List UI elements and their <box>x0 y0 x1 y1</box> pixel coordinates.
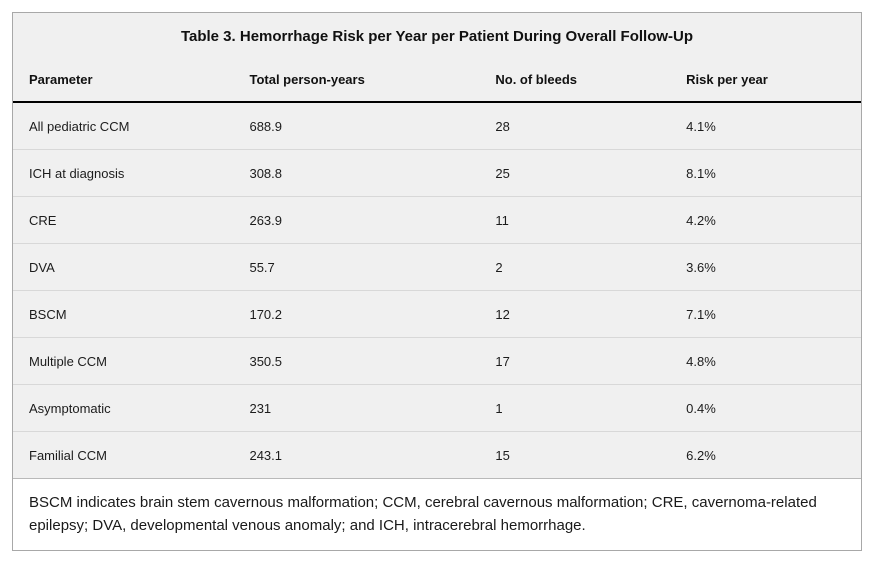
table-row: Familial CCM 243.1 15 6.2% <box>13 431 861 478</box>
cell-parameter: DVA <box>29 259 55 275</box>
cell-person-years: 350.5 <box>249 353 283 369</box>
column-header-risk-per-year: Risk per year <box>686 72 768 87</box>
cell-bleeds: 25 <box>495 165 510 181</box>
cell-parameter: BSCM <box>29 306 67 322</box>
table-row: DVA 55.7 2 3.6% <box>13 243 861 290</box>
cell-bleeds: 15 <box>495 447 510 463</box>
table-row: All pediatric CCM 688.9 28 4.1% <box>13 103 861 149</box>
cell-parameter: Familial CCM <box>29 447 107 463</box>
cell-person-years: 263.9 <box>249 212 283 228</box>
table-caption: Table 3. Hemorrhage Risk per Year per Pa… <box>180 28 694 45</box>
table-row: CRE 263.9 11 4.2% <box>13 196 861 243</box>
cell-risk: 0.4% <box>686 400 716 416</box>
cell-risk: 8.1% <box>686 165 716 181</box>
cell-person-years: 55.7 <box>249 259 275 275</box>
cell-risk: 6.2% <box>686 447 716 463</box>
cell-bleeds: 28 <box>495 118 510 134</box>
table-footnote: BSCM indicates brain stem cavernous malf… <box>13 478 861 550</box>
cell-parameter: Multiple CCM <box>29 353 108 369</box>
table-row: Multiple CCM 350.5 17 4.8% <box>13 337 861 384</box>
column-header-no-of-bleeds: No. of bleeds <box>495 72 577 87</box>
cell-risk: 7.1% <box>686 306 716 322</box>
cell-bleeds: 17 <box>495 353 510 369</box>
cell-person-years: 688.9 <box>249 118 283 134</box>
cell-person-years: 308.8 <box>249 165 283 181</box>
cell-risk: 3.6% <box>686 259 716 275</box>
cell-risk: 4.8% <box>686 353 716 369</box>
table-row: Asymptomatic 231 1 0.4% <box>13 384 861 431</box>
cell-parameter: All pediatric CCM <box>29 118 130 134</box>
cell-risk: 4.2% <box>686 212 716 228</box>
cell-parameter: CRE <box>29 212 57 228</box>
cell-parameter: ICH at diagnosis <box>29 165 125 181</box>
cell-bleeds: 2 <box>495 259 503 275</box>
table-header-row: Parameter Total person-years No. of blee… <box>13 58 861 103</box>
column-header-total-person-years: Total person-years <box>249 72 365 87</box>
table-row: ICH at diagnosis 308.8 25 8.1% <box>13 149 861 196</box>
article-table-card: Table 3. Hemorrhage Risk per Year per Pa… <box>12 12 862 551</box>
cell-bleeds: 12 <box>495 306 510 322</box>
table-row: BSCM 170.2 12 7.1% <box>13 290 861 337</box>
cell-bleeds: 11 <box>495 212 509 228</box>
cell-risk: 4.1% <box>686 118 716 134</box>
cell-parameter: Asymptomatic <box>29 400 111 416</box>
column-header-parameter: Parameter <box>29 72 93 87</box>
cell-bleeds: 1 <box>495 400 503 416</box>
cell-person-years: 231 <box>249 400 272 416</box>
cell-person-years: 243.1 <box>249 447 283 463</box>
cell-person-years: 170.2 <box>249 306 283 322</box>
